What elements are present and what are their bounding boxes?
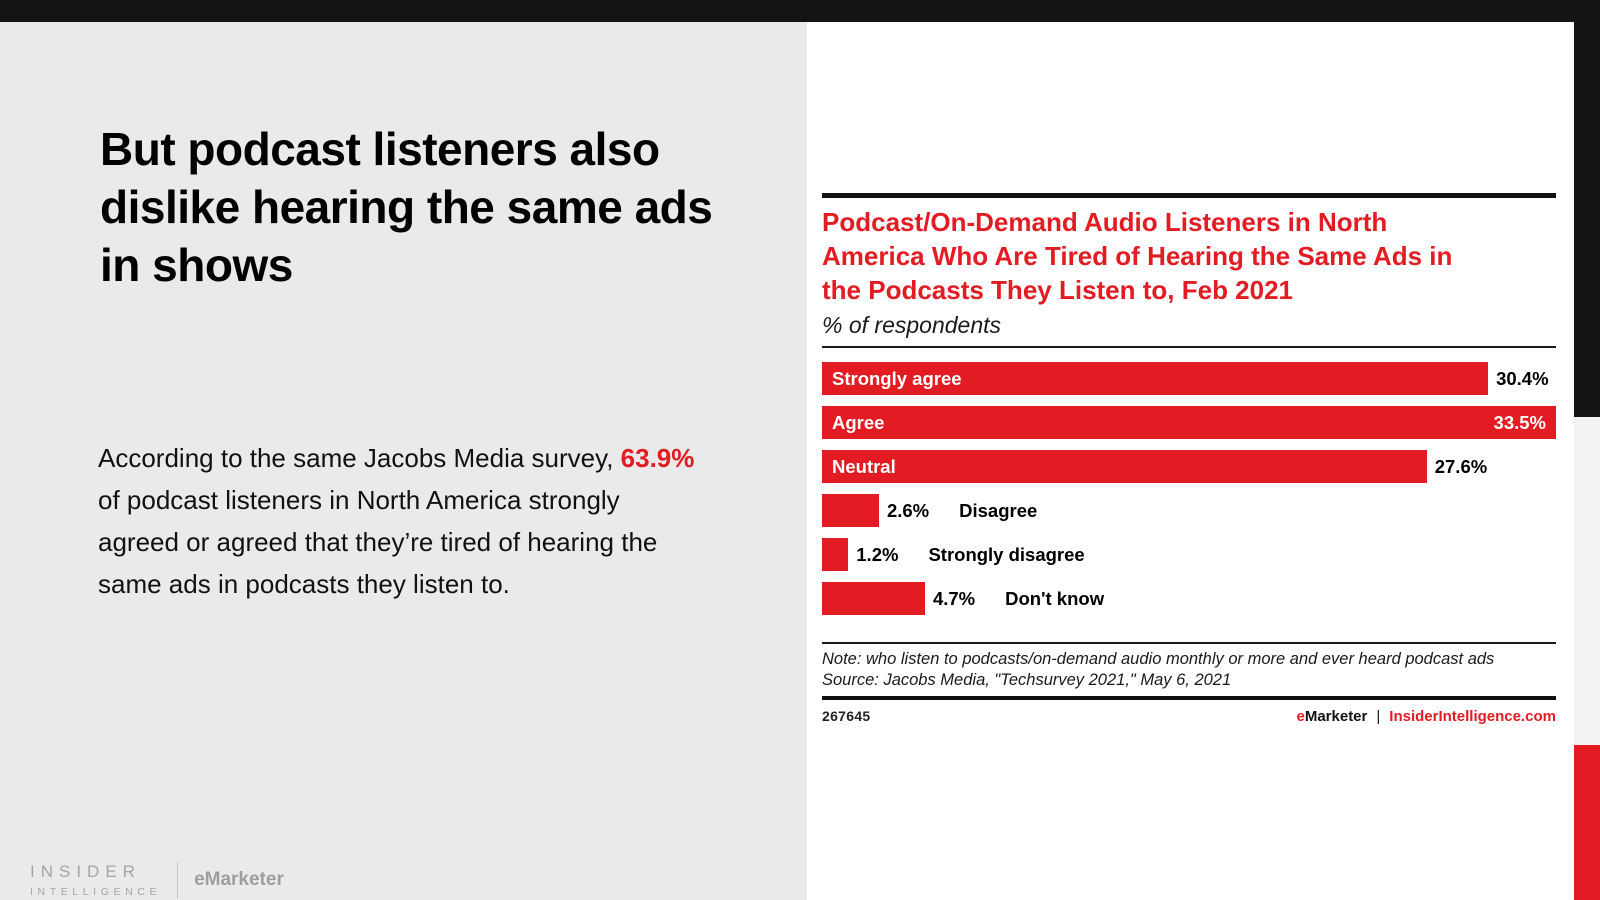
top-black-bar	[0, 0, 1600, 22]
bar-value-label: 27.6%	[1434, 455, 1488, 477]
bar-value-label: 2.6%	[886, 499, 930, 521]
bar-category-label: Agree	[832, 411, 885, 433]
bar-category-label: Strongly disagree	[928, 543, 1085, 565]
slide-headline: But podcast listeners also dislike heari…	[100, 123, 713, 291]
insider-intelligence-logo: INSIDER INTELLIGENCE	[30, 862, 161, 898]
brand-divider	[177, 862, 179, 898]
emarketer-wordmark: eMarketer	[1296, 708, 1367, 725]
footer-separator: |	[1376, 708, 1381, 725]
bar-don-t-know	[822, 582, 925, 615]
bar-disagree	[822, 494, 879, 527]
chart-subtitle: % of respondents	[822, 312, 1002, 338]
body-highlight-value: 63.9%	[620, 443, 695, 473]
bar-row-disagree: 2.6% Disagree	[822, 494, 1556, 527]
bar-agree: Agree 33.5%	[822, 406, 1556, 439]
bar-category-label: Neutral	[832, 455, 896, 477]
chart-footer-brand-area: eMarketer | InsiderIntelligence.com	[1296, 708, 1556, 725]
emarketer-logo: eMarketer	[194, 869, 284, 890]
bar-value-label: 30.4%	[1496, 367, 1549, 389]
chart-title: Podcast/On-Demand Audio Listeners in Nor…	[822, 205, 1556, 307]
chart-title-line-3: the Podcasts They Listen to, Feb 2021	[822, 275, 1294, 305]
chart-id-number: 267645	[822, 708, 871, 724]
chart-note: Note: who listen to podcasts/on-demand a…	[822, 650, 1495, 668]
chart-top-rule	[822, 193, 1556, 198]
bar-row-strongly-agree: Strongly agree 30.4%	[822, 362, 1556, 395]
chart-source: Source: Jacobs Media, "Techsurvey 2021,"…	[822, 671, 1232, 689]
bar-strongly-disagree	[822, 538, 849, 571]
right-edge-red-strip	[1574, 745, 1600, 900]
body-text-pre: According to the same Jacobs Media surve…	[98, 443, 621, 473]
insider-intelligence-link[interactable]: InsiderIntelligence.com	[1389, 708, 1556, 725]
bar-category-label: Don't know	[1005, 587, 1105, 609]
insider-logo-line2: INTELLIGENCE	[30, 886, 162, 898]
chart-notes: Note: who listen to podcasts/on-demand a…	[822, 649, 1556, 691]
right-edge-black-strip	[1574, 22, 1600, 417]
right-edge-gray-strip	[1574, 417, 1600, 745]
bar-row-don-t-know: 4.7% Don't know	[822, 582, 1556, 615]
slide-body-text: According to the same Jacobs Media surve…	[98, 437, 698, 605]
bar-value-label: 33.5%	[1493, 411, 1546, 433]
chart-footer: 267645 eMarketer | InsiderIntelligence.c…	[822, 708, 1556, 725]
emarketer-rest: Marketer	[1304, 708, 1368, 725]
chart-panel: Podcast/On-Demand Audio Listeners in Nor…	[807, 22, 1574, 900]
brand-lockup: INSIDER INTELLIGENCE eMarketer	[30, 862, 284, 898]
bar-category-label: Strongly agree	[832, 367, 962, 389]
bar-category-label: Disagree	[959, 499, 1038, 521]
emarketer-e: e	[1296, 708, 1305, 725]
subtitle-rule	[822, 346, 1556, 348]
chart-title-line-2: America Who Are Tired of Hearing the Sam…	[822, 241, 1453, 271]
bar-row-agree: Agree 33.5%	[822, 406, 1556, 439]
bar-row-neutral: Neutral 27.6%	[822, 450, 1556, 483]
chart-content: Podcast/On-Demand Audio Listeners in Nor…	[822, 22, 1556, 725]
bar-value-label: 4.7%	[932, 587, 976, 609]
body-text-post: of podcast listeners in North America st…	[98, 485, 658, 599]
chart-bottom-rule	[822, 696, 1556, 700]
bar-row-strongly-disagree: 1.2% Strongly disagree	[822, 538, 1556, 571]
bar-chart: Strongly agree 30.4% Agree 33.5% Neutral 27.6…	[822, 362, 1556, 615]
bar-neutral: Neutral	[822, 450, 1427, 483]
note-rule	[822, 642, 1556, 644]
insider-logo-line1: INSIDER	[30, 862, 141, 881]
bar-strongly-agree: Strongly agree	[822, 362, 1489, 395]
chart-title-line-1: Podcast/On-Demand Audio Listeners in Nor…	[822, 207, 1388, 237]
left-panel: But podcast listeners also dislike heari…	[0, 22, 807, 900]
bar-value-label: 1.2%	[856, 543, 899, 565]
